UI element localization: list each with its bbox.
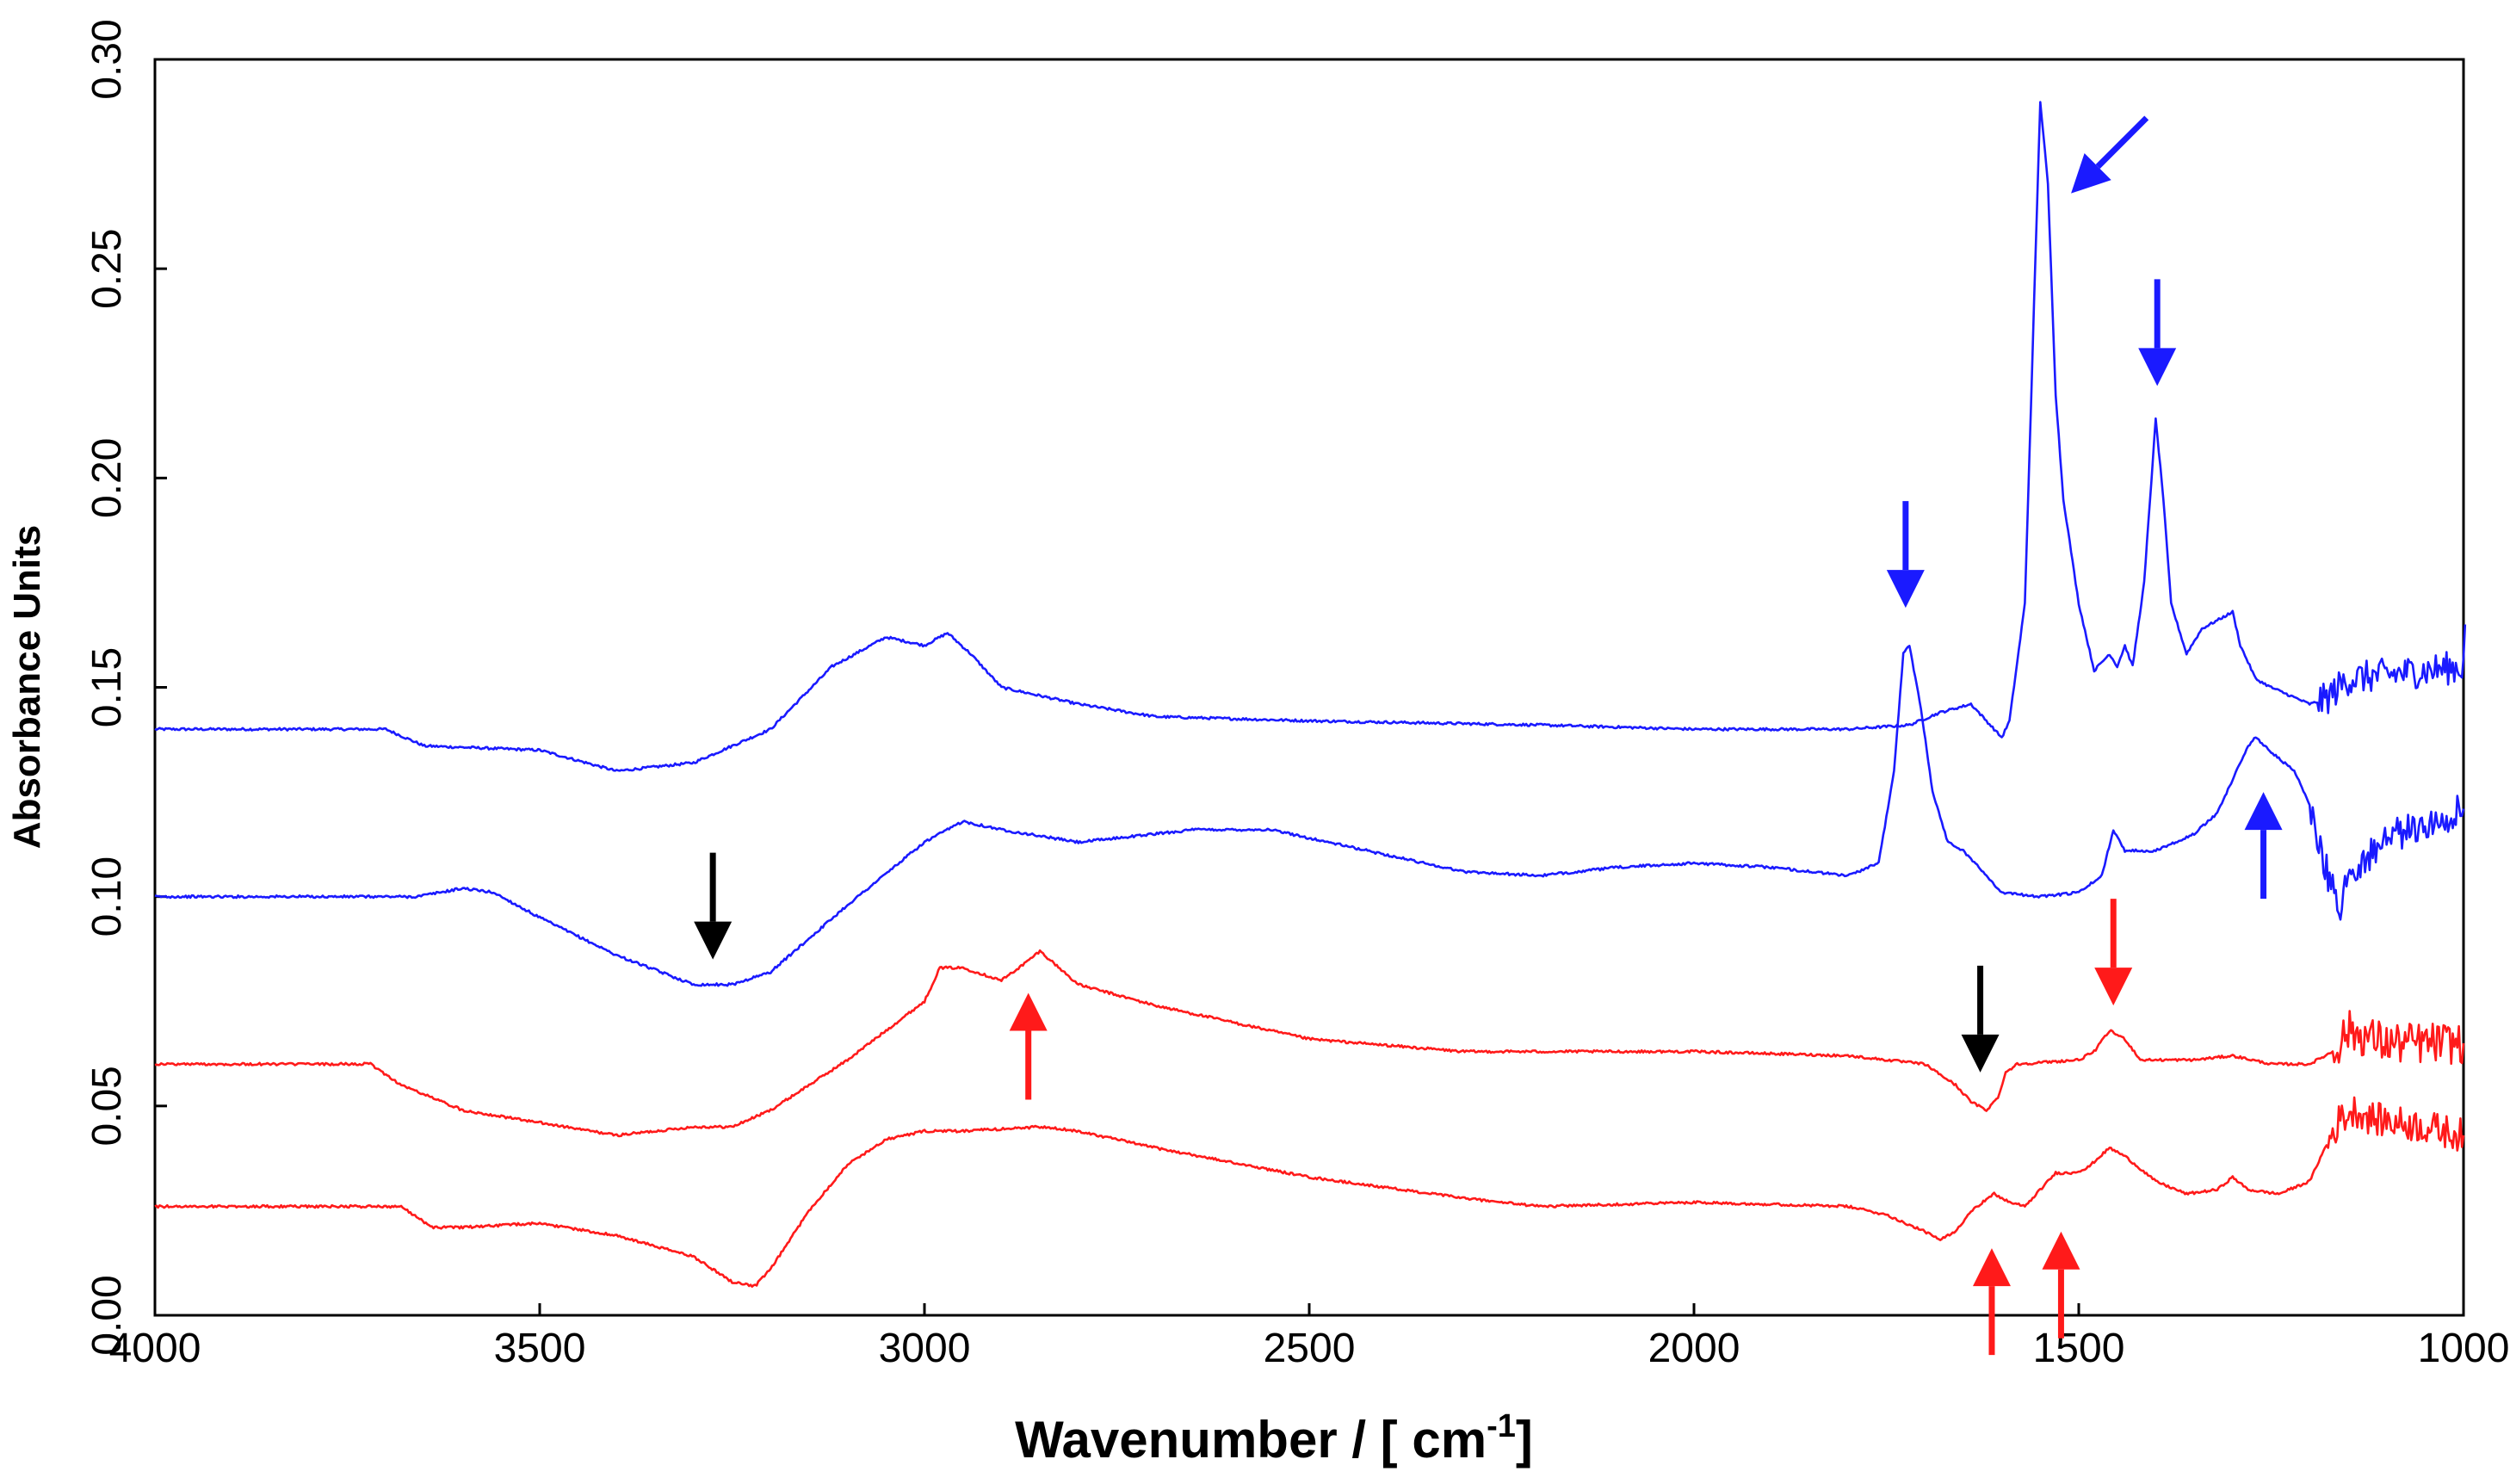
plot-frame [153,58,2465,1317]
arrow-head [2244,792,2283,831]
arrow-head [1009,992,1048,1031]
arrow-annotation [2244,792,2283,900]
series-line-blue-upper [154,101,2467,772]
y-axis-ticks: 0.00 0.05 0.10 0.15 0.20 0.25 0.30 [84,19,167,1356]
x-tick-label: 2500 [1264,1326,1356,1371]
arrow-head [1961,1034,2000,1073]
x-tick-label: 1500 [2033,1326,2125,1371]
arrow-head [2071,152,2111,194]
x-tick-label: 4000 [109,1326,201,1371]
y-axis-title: Absorbance Units [6,525,48,850]
y-tick-label: 0.10 [84,856,130,937]
x-axis-ticks: 4000 3500 3000 2500 2000 1500 1000 [109,1303,2510,1371]
arrow-head [2042,1231,2080,1270]
arrow-head [1886,570,1925,609]
arrow-annotation [2138,279,2177,386]
arrow-head [1972,1248,2011,1287]
series-line-red-lower [154,1096,2465,1288]
arrow-head [2094,968,2133,1006]
arrow-annotation [1972,1248,2011,1356]
x-tick-label: 3500 [494,1326,586,1371]
arrow-head [2138,348,2177,386]
y-tick-label: 0.05 [84,1066,130,1146]
series-line-red-upper [154,949,2465,1138]
arrow-annotation [2094,899,2133,1006]
arrow-annotation [1009,992,1048,1100]
series-layer [154,101,2467,1288]
y-tick-label: 0.20 [84,438,130,518]
y-tick-label: 0.15 [84,647,130,727]
arrow-annotation [1886,501,1925,609]
arrow-annotation [694,852,733,960]
arrow-annotation [2042,1231,2080,1339]
y-tick-label: 0.25 [84,228,130,308]
x-tick-label: 1000 [2418,1326,2510,1371]
series-line-blue-lower [154,645,2465,987]
x-axis-title: Wavenumber / [ cm-1] [1015,1408,1533,1469]
x-tick-label: 3000 [879,1326,971,1371]
y-tick-label: 0.00 [84,1275,130,1355]
x-tick-label: 2000 [1648,1326,1740,1371]
arrow-annotation [2071,115,2149,194]
annotation-layer [694,115,2283,1356]
arrow-shaft [2095,115,2149,169]
arrow-annotation [1961,965,2000,1073]
y-tick-label: 0.30 [84,19,130,99]
arrow-head [694,921,733,960]
